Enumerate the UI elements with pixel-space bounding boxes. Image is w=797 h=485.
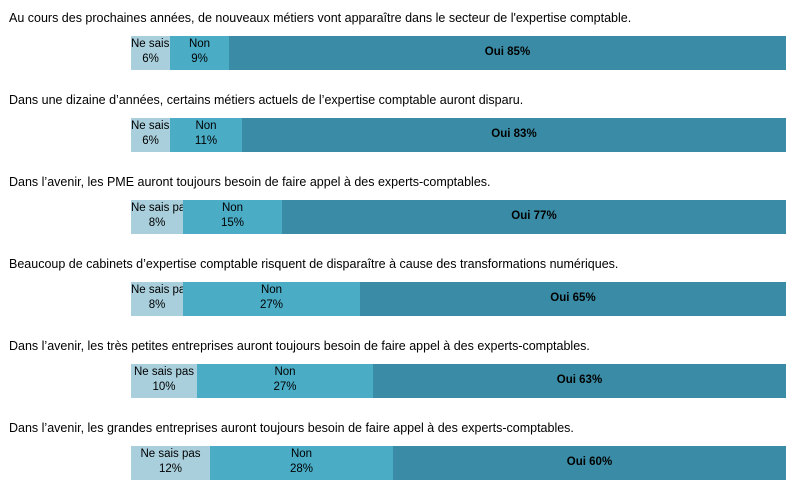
data-label: Ne sais pas 8% — [131, 201, 191, 231]
segment-value-label: 10% — [152, 381, 176, 393]
bar-segment-non: Non 27% — [197, 364, 373, 398]
segment-value-label: 28% — [289, 463, 314, 475]
bar-segment-oui: Oui 77% — [282, 200, 786, 234]
data-label: Ne sais pas 10% — [131, 365, 197, 395]
bar-segment-non: Non 27% — [183, 282, 360, 316]
segment-category-label: Non — [290, 448, 313, 460]
bar-segment-oui: Oui 83% — [242, 118, 786, 152]
segment-value-label: 11% — [194, 135, 218, 147]
segment-category-label: Non — [274, 366, 296, 378]
data-label: Oui 65% — [360, 291, 786, 306]
question-label: Beaucoup de cabinets d’expertise comptab… — [9, 257, 619, 271]
bar-segment-oui: Oui 65% — [360, 282, 786, 316]
segment-category-label: Oui 85% — [484, 46, 531, 58]
data-label: Non 28% — [210, 447, 393, 477]
bar-segment-ne-sais-pas: Ne sais pas 12% — [131, 446, 210, 480]
stacked-bar: Ne sais pas 8% Non 27% Oui 65% — [131, 282, 786, 316]
segment-value-label: 15% — [220, 217, 245, 229]
question-label: Dans une dizaine d’années, certains méti… — [9, 93, 524, 107]
bar-segment-non: Non 28% — [210, 446, 393, 480]
data-label: Oui 83% — [242, 127, 786, 142]
segment-value-label: 27% — [273, 381, 297, 393]
question-label: Dans l’avenir, les PME auront toujours b… — [9, 175, 491, 189]
data-label: Non 11% — [170, 119, 242, 149]
data-label: Oui 63% — [373, 373, 786, 388]
stacked-bar: Ne sais pas 12% Non 28% Oui 60% — [131, 446, 786, 480]
data-label: Ne sais pas 6% — [131, 37, 191, 67]
segment-value-label: 8% — [148, 217, 166, 229]
segment-value-label: 27% — [259, 299, 284, 311]
bar-segment-ne-sais-pas: Ne sais pas 6% — [131, 118, 191, 152]
data-label: Oui 77% — [282, 209, 786, 224]
data-label: Oui 60% — [393, 455, 786, 470]
segment-category-label: Oui 83% — [491, 128, 537, 140]
question-label: Dans l’avenir, les très petites entrepri… — [9, 339, 590, 353]
bar-segment-ne-sais-pas: Ne sais pas 10% — [131, 364, 197, 398]
segment-category-label: Oui 77% — [511, 210, 557, 222]
data-label: Ne sais pas 8% — [131, 283, 191, 313]
bar-segment-ne-sais-pas: Ne sais pas 8% — [131, 200, 191, 234]
stacked-bar: Ne sais pas 8% Non 15% Oui 77% — [131, 200, 786, 234]
segment-category-label: Ne sais pas — [131, 202, 192, 214]
segment-category-label: Ne sais pas — [131, 284, 192, 296]
segment-category-label: Non — [188, 38, 211, 50]
question-label: Dans l’avenir, les grandes entreprises a… — [9, 421, 574, 435]
stacked-bar: Ne sais pas 10% Non 27% Oui 63% — [131, 364, 786, 398]
segment-category-label: Non — [195, 120, 217, 132]
segment-value-label: 9% — [191, 53, 208, 65]
bar-segment-non: Non 15% — [183, 200, 282, 234]
segment-value-label: 12% — [158, 463, 183, 475]
stacked-bar: Ne sais pas 6% Non 9% Oui 85% — [131, 36, 786, 70]
bar-segment-non: Non 9% — [170, 36, 229, 70]
data-label: Oui 85% — [229, 45, 786, 60]
data-label: Ne sais pas 6% — [131, 119, 191, 149]
segment-category-label: Ne sais pas — [133, 366, 195, 378]
bar-segment-non: Non 11% — [170, 118, 242, 152]
data-label: Non 15% — [183, 201, 282, 231]
data-label: Non 27% — [197, 365, 373, 395]
bar-segment-oui: Oui 60% — [393, 446, 786, 480]
bar-segment-oui: Oui 85% — [229, 36, 786, 70]
data-label: Ne sais pas 12% — [131, 447, 210, 477]
bar-segment-ne-sais-pas: Ne sais pas 6% — [131, 36, 191, 70]
segment-value-label: 6% — [142, 53, 159, 65]
segment-category-label: Oui 65% — [550, 292, 596, 304]
bar-segment-ne-sais-pas: Ne sais pas 8% — [131, 282, 191, 316]
data-label: Non 27% — [183, 283, 360, 313]
data-label: Non 9% — [170, 37, 229, 67]
segment-value-label: 8% — [148, 299, 166, 311]
segment-category-label: Ne sais pas — [140, 448, 201, 460]
question-label: Au cours des prochaines années, de nouve… — [9, 11, 632, 25]
segment-category-label: Oui 63% — [556, 374, 603, 386]
segment-category-label: Oui 60% — [566, 456, 613, 468]
bar-segment-oui: Oui 63% — [373, 364, 786, 398]
segment-category-label: Non — [221, 202, 244, 214]
stacked-bar: Ne sais pas 6% Non 11% Oui 83% — [131, 118, 786, 152]
segment-value-label: 6% — [142, 135, 159, 147]
segment-category-label: Non — [260, 284, 283, 296]
